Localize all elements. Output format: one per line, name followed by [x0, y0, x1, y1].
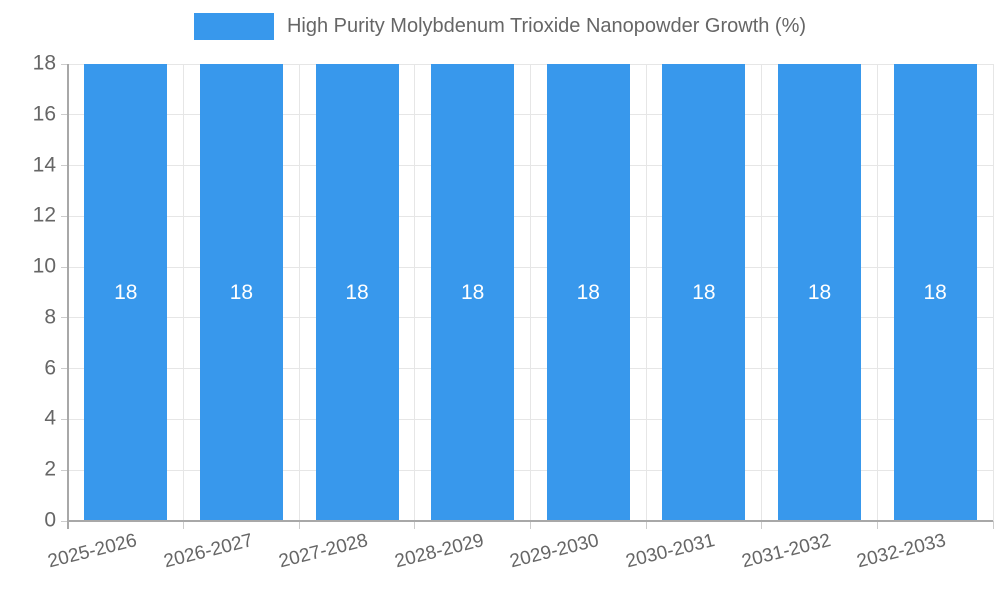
- y-tick: [61, 266, 68, 268]
- x-tick: [530, 521, 531, 529]
- y-tick: [61, 418, 68, 420]
- x-tick: [183, 521, 185, 529]
- bar-value-label: 18: [923, 280, 947, 304]
- gridline-x: [876, 64, 878, 521]
- bar: [84, 64, 168, 521]
- gridline-x: [414, 64, 416, 521]
- x-tick: [992, 521, 994, 529]
- x-tick: [414, 521, 416, 529]
- x-tick: [761, 521, 763, 529]
- y-tick-label: 18: [32, 51, 56, 75]
- bar: [315, 64, 399, 521]
- y-tick: [61, 114, 68, 116]
- y-tick: [61, 317, 68, 319]
- bar: [199, 64, 283, 521]
- x-tick: [298, 521, 300, 529]
- x-tick-label-text: 2026-2027: [161, 530, 255, 573]
- bar-value-label: 18: [692, 280, 716, 304]
- bar: [431, 64, 515, 521]
- x-tick: [876, 521, 878, 529]
- bar-value-label: 18: [114, 280, 138, 304]
- y-tick-label: 4: [44, 406, 56, 430]
- y-tick-label: 10: [32, 254, 56, 278]
- gridline-x: [992, 64, 994, 521]
- bar-value-label: 18: [461, 280, 485, 304]
- bar-value-label: 18: [576, 280, 600, 304]
- gridline-x: [761, 64, 763, 521]
- y-tick: [61, 63, 68, 65]
- bar-value-label: 18: [229, 280, 254, 304]
- x-tick-label-text: 2032-2033: [855, 530, 949, 573]
- gridline-x: [645, 64, 647, 521]
- gridline-x: [530, 64, 531, 521]
- bar: [662, 64, 746, 521]
- y-tick-label: 2: [44, 457, 56, 481]
- chart-legend: High Purity Molybdenum Trioxide Nanopowd…: [0, 13, 1000, 40]
- x-tick-label-text: 2029-2030: [508, 530, 602, 573]
- bar: [546, 64, 630, 521]
- bar: [893, 64, 977, 521]
- y-tick: [61, 215, 68, 217]
- y-tick-label: 16: [32, 102, 56, 126]
- bar: [778, 64, 862, 521]
- gridline-x: [298, 64, 300, 521]
- y-tick-label: 12: [32, 203, 56, 227]
- y-axis-line: [67, 64, 69, 529]
- bar-value-label: 18: [807, 280, 832, 304]
- legend-swatch-icon: [193, 13, 274, 40]
- y-tick: [61, 165, 68, 167]
- x-tick-label-text: 2030-2031: [623, 530, 718, 573]
- x-tick-label-text: 2027-2028: [276, 530, 371, 573]
- y-tick: [61, 469, 68, 471]
- y-tick-label: 14: [32, 153, 56, 177]
- y-tick-label: 6: [44, 356, 56, 380]
- x-tick-label-text: 2028-2029: [392, 530, 486, 573]
- y-tick: [61, 368, 68, 370]
- x-tick-label-text: 2031-2032: [739, 530, 833, 573]
- gridline-x: [183, 64, 185, 521]
- y-tick-label: 8: [44, 305, 56, 329]
- x-axis-line: [68, 520, 993, 522]
- x-tick: [645, 521, 647, 529]
- legend-label: High Purity Molybdenum Trioxide Nanopowd…: [286, 15, 807, 37]
- y-tick: [61, 520, 68, 522]
- x-tick-label-text: 2025-2026: [45, 530, 139, 573]
- y-tick-label: 0: [44, 508, 56, 532]
- bar-value-label: 18: [345, 280, 369, 304]
